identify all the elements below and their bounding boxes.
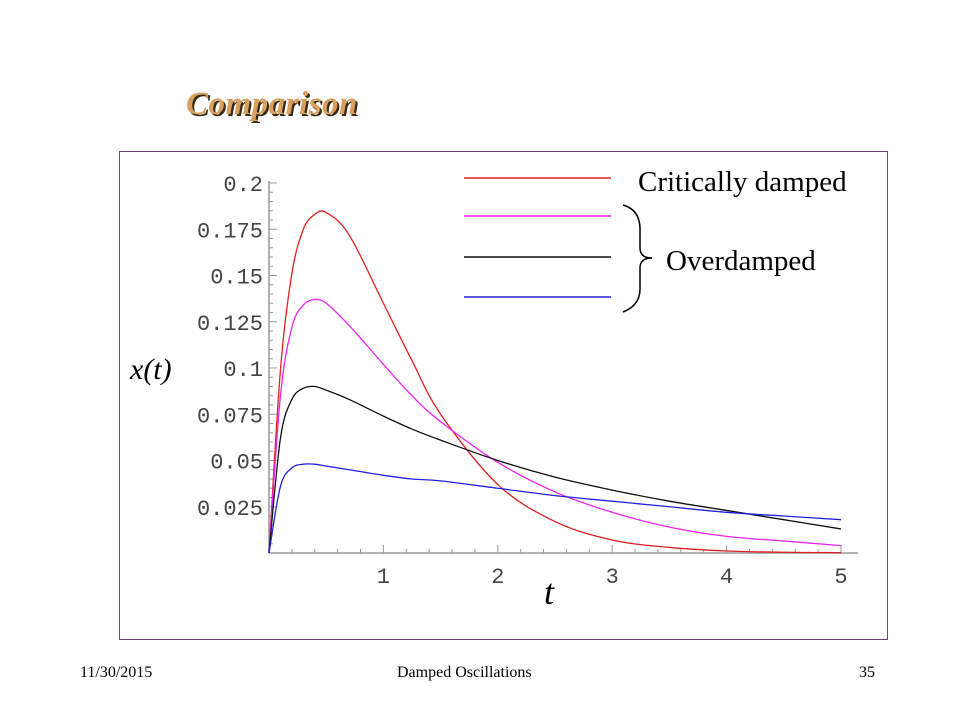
footer-date: 11/30/2015 bbox=[80, 664, 153, 681]
y-tick-label: 0.1 bbox=[223, 358, 263, 383]
x-axis-label: t bbox=[544, 572, 555, 612]
y-ticks: 0.025 0.05 0.075 0.1 0.125 0.15 0.175 0.2 bbox=[197, 173, 263, 522]
y-axis-label: x(t) bbox=[129, 353, 172, 386]
series-overdamped-2 bbox=[268, 385, 842, 554]
legend-label-overdamped: Overdamped bbox=[666, 245, 816, 277]
series-critically-damped bbox=[268, 210, 842, 554]
x-ticks: 1 2 3 4 5 bbox=[377, 565, 848, 590]
x-tick-label: 3 bbox=[606, 565, 619, 590]
y-tick-label: 0.075 bbox=[197, 404, 263, 429]
damping-comparison-chart: 0.025 0.05 0.075 0.1 0.125 0.15 0.175 0.2 1 2 3 4 5… bbox=[129, 166, 858, 612]
y-tick-label: 0.15 bbox=[210, 266, 263, 291]
series-lines bbox=[268, 210, 842, 554]
y-tick-label: 0.2 bbox=[223, 173, 263, 198]
footer-title: Damped Oscillations bbox=[397, 664, 532, 681]
series-overdamped-1 bbox=[268, 298, 842, 554]
series-overdamped-3 bbox=[268, 463, 842, 554]
x-tick-label: 1 bbox=[377, 565, 390, 590]
legend: Critically damped Overdamped bbox=[464, 166, 847, 313]
x-tick-label: 2 bbox=[491, 565, 504, 590]
legend-label-critically-damped: Critically damped bbox=[638, 166, 847, 198]
x-tick-label: 5 bbox=[834, 565, 847, 590]
x-tick-label: 4 bbox=[720, 565, 733, 590]
overdamped-brace bbox=[622, 204, 653, 313]
footer-page-number: 35 bbox=[859, 664, 875, 681]
axes bbox=[268, 181, 858, 554]
chart-frame: 0.025 0.05 0.075 0.1 0.125 0.15 0.175 0.2 1 2 3 4 5… bbox=[119, 151, 888, 640]
y-tick-label: 0.125 bbox=[197, 312, 263, 337]
y-tick-label: 0.05 bbox=[210, 451, 263, 476]
y-tick-label: 0.175 bbox=[197, 219, 263, 244]
slide-title: Comparison bbox=[186, 86, 358, 122]
y-tick-label: 0.025 bbox=[197, 497, 263, 522]
